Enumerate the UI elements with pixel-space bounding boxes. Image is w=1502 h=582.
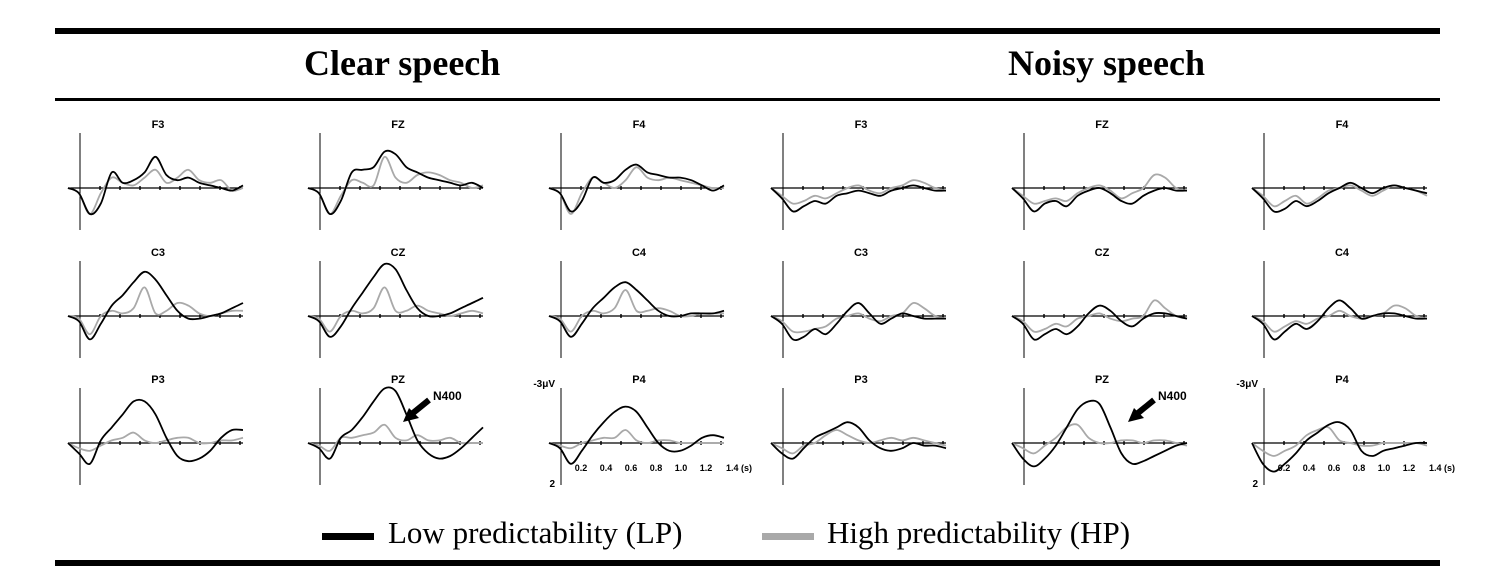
curve-hp-f3 [67, 168, 244, 215]
electrode-label-p3: P3 [854, 374, 867, 386]
top-rule [55, 28, 1440, 34]
header-rule [55, 98, 1440, 101]
time-tick-label: 1.4 (s) [726, 463, 752, 473]
curve-lp-f4 [548, 163, 725, 213]
axis-top-label: -3μV [1236, 379, 1258, 390]
time-tick-label: 1.0 [675, 463, 688, 473]
curve-lp-pz [307, 386, 484, 460]
curve-lp-cz [307, 262, 484, 338]
curve-hp-c4 [1251, 304, 1428, 333]
electrode-label-p3: P3 [151, 374, 164, 386]
legend-hp-label: High predictability (HP) [827, 515, 1131, 550]
electrode-label-c3: C3 [854, 247, 868, 259]
n400-arrow-shaft [411, 397, 431, 416]
electrode-label-p4: P4 [1335, 374, 1349, 386]
curve-lp-p4 [548, 405, 725, 465]
n400-arrow-shaft [1136, 397, 1156, 416]
curve-hp-p4 [1251, 426, 1428, 457]
curve-hp-pz [307, 423, 483, 452]
time-tick-label: 1.4 (s) [1429, 463, 1455, 473]
curve-hp-pz [1011, 423, 1188, 455]
curve-hp-fz [1011, 173, 1188, 205]
electrode-label-c3: C3 [151, 247, 165, 259]
curve-hp-c4 [548, 289, 724, 333]
header-noisy-speech: Noisy speech [1008, 43, 1205, 83]
n400-label: N400 [1158, 389, 1187, 403]
curve-lp-p3 [67, 398, 244, 466]
axis-bottom-label: 2 [549, 479, 555, 490]
curve-lp-fz [1011, 187, 1188, 213]
electrode-label-p4: P4 [632, 374, 646, 386]
curve-lp-cz [1011, 304, 1188, 341]
bottom-rule [55, 560, 1440, 566]
time-tick-label: 0.8 [1353, 463, 1366, 473]
time-tick-label: 0.2 [1278, 463, 1291, 473]
electrode-label-cz: CZ [1095, 247, 1110, 259]
legend-hp-swatch [762, 533, 814, 540]
time-tick-label: 1.2 [1403, 463, 1416, 473]
curve-lp-f3 [770, 184, 947, 213]
axis-bottom-label: 2 [1252, 479, 1258, 490]
n400-label: N400 [433, 389, 462, 403]
curve-hp-c3 [770, 301, 947, 334]
electrode-label-c4: C4 [632, 247, 647, 259]
electrode-label-f3: F3 [855, 119, 868, 131]
n400-arrow-head [403, 408, 419, 422]
curve-lp-c4 [548, 281, 725, 338]
legend-lp-label: Low predictability (LP) [388, 515, 683, 550]
curve-hp-p3 [770, 429, 947, 455]
erp-grid: F3 FZ F4 F3 FZ F4 C3 CZ C4 C3 CZ C4 P3 PZ P4 P3 PZ P4 -3μV… [67, 119, 1455, 490]
electrode-label-f3: F3 [152, 119, 165, 131]
legend-lp-swatch [322, 533, 374, 540]
curve-lp-pz [1011, 399, 1188, 468]
curve-hp-f4 [548, 166, 725, 215]
curve-hp-c3 [67, 286, 244, 336]
electrode-label-pz: PZ [1095, 374, 1109, 386]
curve-hp-fz [307, 155, 484, 215]
header-clear-speech: Clear speech [304, 43, 501, 83]
electrode-label-f4: F4 [633, 119, 647, 131]
curve-hp-p4 [548, 429, 724, 450]
curve-hp-f3 [770, 179, 947, 205]
time-tick-label: 0.8 [650, 463, 663, 473]
time-tick-label: 1.0 [1378, 463, 1391, 473]
electrode-label-cz: CZ [391, 247, 406, 259]
electrode-label-fz: FZ [391, 119, 405, 131]
curve-lp-c4 [1251, 299, 1428, 341]
curve-lp-f4 [1251, 181, 1428, 213]
curve-hp-cz [307, 286, 484, 333]
n400-arrow-head [1128, 408, 1144, 422]
curve-lp-p3 [770, 421, 947, 460]
time-tick-label: 0.2 [575, 463, 588, 473]
electrode-label-c4: C4 [1335, 247, 1350, 259]
time-tick-label: 0.6 [625, 463, 638, 473]
curve-lp-fz [307, 149, 484, 215]
time-tick-label: 0.4 [600, 463, 613, 473]
electrode-label-fz: FZ [1095, 119, 1109, 131]
legend: Low predictability (LP) High predictabil… [0, 515, 1502, 555]
electrode-label-pz: PZ [391, 374, 405, 386]
axis-top-label: -3μV [533, 379, 555, 390]
curve-hp-cz [1011, 299, 1188, 333]
time-tick-label: 0.6 [1328, 463, 1341, 473]
curve-lp-p4 [1251, 421, 1428, 473]
curve-lp-c3 [770, 302, 946, 342]
curve-lp-f3 [67, 155, 244, 216]
curve-lp-c3 [67, 270, 244, 341]
time-tick-label: 0.4 [1303, 463, 1316, 473]
time-tick-label: 1.2 [700, 463, 713, 473]
electrode-label-f4: F4 [1336, 119, 1350, 131]
